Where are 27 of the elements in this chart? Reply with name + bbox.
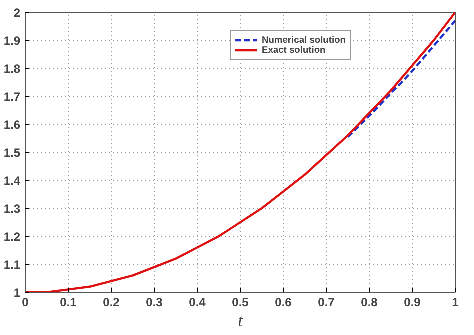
x-tick-label: 0.4	[189, 296, 206, 310]
x-tick-label: 0.8	[361, 296, 378, 310]
y-tick-label: 2	[14, 6, 21, 20]
x-tick-label: 1	[452, 296, 460, 310]
y-tick-label: 1	[14, 286, 21, 300]
x-tick-label: 0.5	[232, 296, 250, 310]
line-series	[346, 20, 456, 138]
line-series	[26, 12, 456, 292]
legend-label: Numerical solution	[262, 35, 346, 45]
y-tick-label: 1.5	[4, 146, 21, 160]
y-tick-label: 1.8	[4, 62, 21, 76]
x-axis-title: t	[238, 312, 244, 330]
x-tick-label: 0.2	[103, 296, 120, 310]
y-tick-label: 1.9	[4, 34, 21, 48]
x-tick-label: 0.1	[60, 296, 78, 310]
x-tick-label: 0.9	[404, 296, 422, 310]
y-tick-label: 1.2	[4, 230, 21, 244]
y-tick-label: 1.3	[4, 202, 21, 216]
x-tick-label: 0.3	[146, 296, 164, 310]
x-tick-label: 0	[22, 296, 30, 310]
y-tick-label: 1.6	[4, 118, 21, 132]
legend-label: Exact solution	[262, 45, 326, 55]
y-tick-label: 1.7	[4, 90, 21, 104]
x-tick-label: 0.6	[275, 296, 292, 310]
x-tick-label: 0.7	[318, 296, 336, 310]
y-tick-label: 1.1	[4, 258, 21, 272]
y-tick-label: 1.4	[4, 174, 21, 188]
